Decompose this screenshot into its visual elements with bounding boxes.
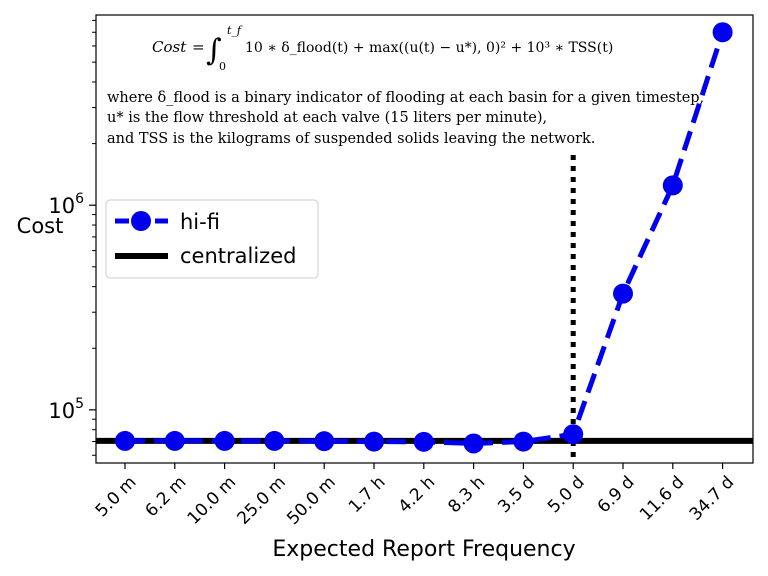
hi-fi-point [563, 424, 584, 445]
x-ticks: 5.0 m 6.2 m10.0 m25.0 m50.0 m 1.7 h 4.2 h 8.… [92, 463, 738, 529]
note-line-3: and TSS is the kilograms of suspended so… [107, 131, 595, 147]
integral-sign: ∫ [206, 33, 222, 68]
x-tick-label: 6.9 d [594, 472, 639, 517]
hi-fi-point [662, 175, 683, 196]
x-tick-label: 5.0 m [92, 472, 141, 521]
x-tick-label: 4.2 h [395, 472, 440, 517]
legend-centralized-label: centralized [180, 244, 296, 268]
hi-fi-point [164, 430, 185, 451]
hi-fi-point [314, 431, 335, 452]
y-axis-label: Cost [17, 214, 64, 238]
hi-fi-point [214, 430, 235, 451]
hi-fi-point [513, 431, 534, 452]
formula-equals: = [192, 38, 205, 56]
hi-fi-point [264, 430, 285, 451]
x-tick-label: 6.2 m [142, 472, 191, 521]
formula-annotation: Cost = ∫ t_f 0 10 ∗ δ_flood(t) + max((u(… [152, 24, 613, 73]
x-tick-label: 5.0 d [544, 472, 589, 517]
y-tick-label: 105 [48, 396, 84, 423]
formula-lhs: Cost [152, 38, 187, 56]
x-tick-label: 1.7 h [345, 472, 390, 517]
x-tick-label: 10.0 m [184, 472, 240, 528]
hi-fi-point [364, 431, 384, 452]
hi-fi-point [115, 430, 135, 451]
legend: hi-fi centralized [105, 199, 319, 279]
hi-fi-point [613, 283, 633, 304]
hi-fi-point [463, 433, 484, 454]
x-axis-label: Expected Report Frequency [272, 537, 575, 562]
note-line-1: where δ_flood is a binary indicator of f… [107, 90, 704, 106]
hi-fi-point [712, 22, 733, 43]
integral-upper: t_f [227, 24, 243, 37]
hi-fi-markers [115, 22, 733, 454]
x-tick-label: 34.7 d [686, 472, 738, 524]
legend-hi-fi-marker-icon [131, 211, 151, 231]
hi-fi-point [413, 431, 434, 452]
x-tick-label: 11.6 d [636, 472, 688, 524]
note-annotation: where δ_flood is a binary indicator of f… [107, 90, 704, 147]
x-tick-label: 8.3 h [444, 472, 489, 517]
legend-hi-fi-label: hi-fi [180, 210, 220, 234]
note-line-2: u* is the flow threshold at each valve (… [107, 110, 547, 126]
formula-rhs: 10 ∗ δ_flood(t) + max((u(t) − u*), 0)² +… [245, 40, 613, 56]
y-tick-label: 106 [48, 191, 84, 218]
x-tick-label: 25.0 m [233, 472, 289, 528]
y-minor-ticks [92, 19, 96, 456]
integral-lower: 0 [219, 60, 226, 73]
x-tick-label: 3.5 d [494, 472, 539, 517]
y-major-ticks: 105 106 [48, 191, 96, 423]
x-tick-label: 50.0 m [283, 472, 339, 528]
